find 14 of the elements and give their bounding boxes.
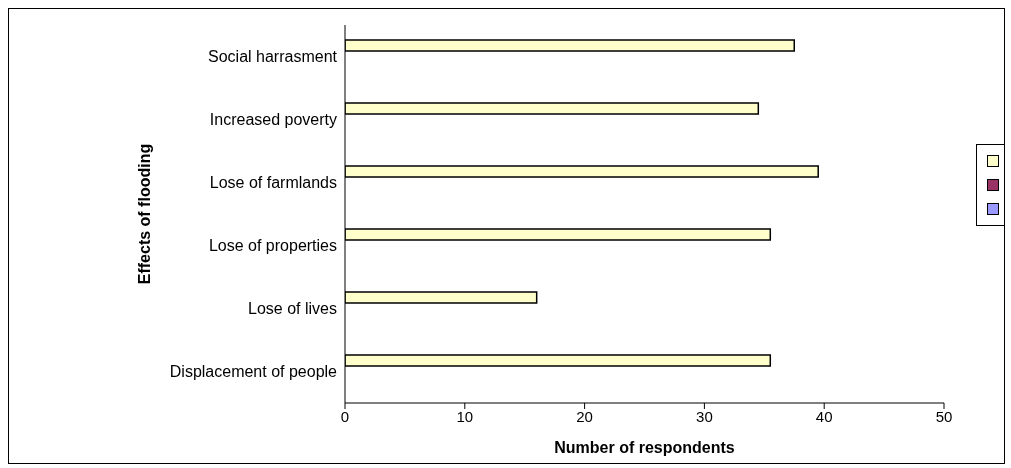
y-tick-label: Increased poverty (209, 111, 337, 129)
x-tick-label: 30 (696, 407, 713, 425)
y-tick-label: Lose of farmlands (209, 174, 337, 192)
x-tick-label: 0 (340, 407, 350, 425)
x-tick-label: 40 (815, 407, 833, 425)
x-tick-label: 50 (935, 407, 953, 425)
x-axis-title: Number of respondents (554, 439, 735, 456)
y-tick-label: Lose of properties (208, 237, 337, 255)
y-tick-label: Social harrasment (208, 48, 338, 66)
y-tick-label: Lose of lives (248, 300, 337, 318)
y-axis-title: Effects of flooding (135, 143, 153, 285)
x-tick-label: 10 (456, 407, 474, 425)
x-tick-label: 20 (576, 407, 593, 425)
y-tick-label: Displacement of people (169, 363, 338, 381)
